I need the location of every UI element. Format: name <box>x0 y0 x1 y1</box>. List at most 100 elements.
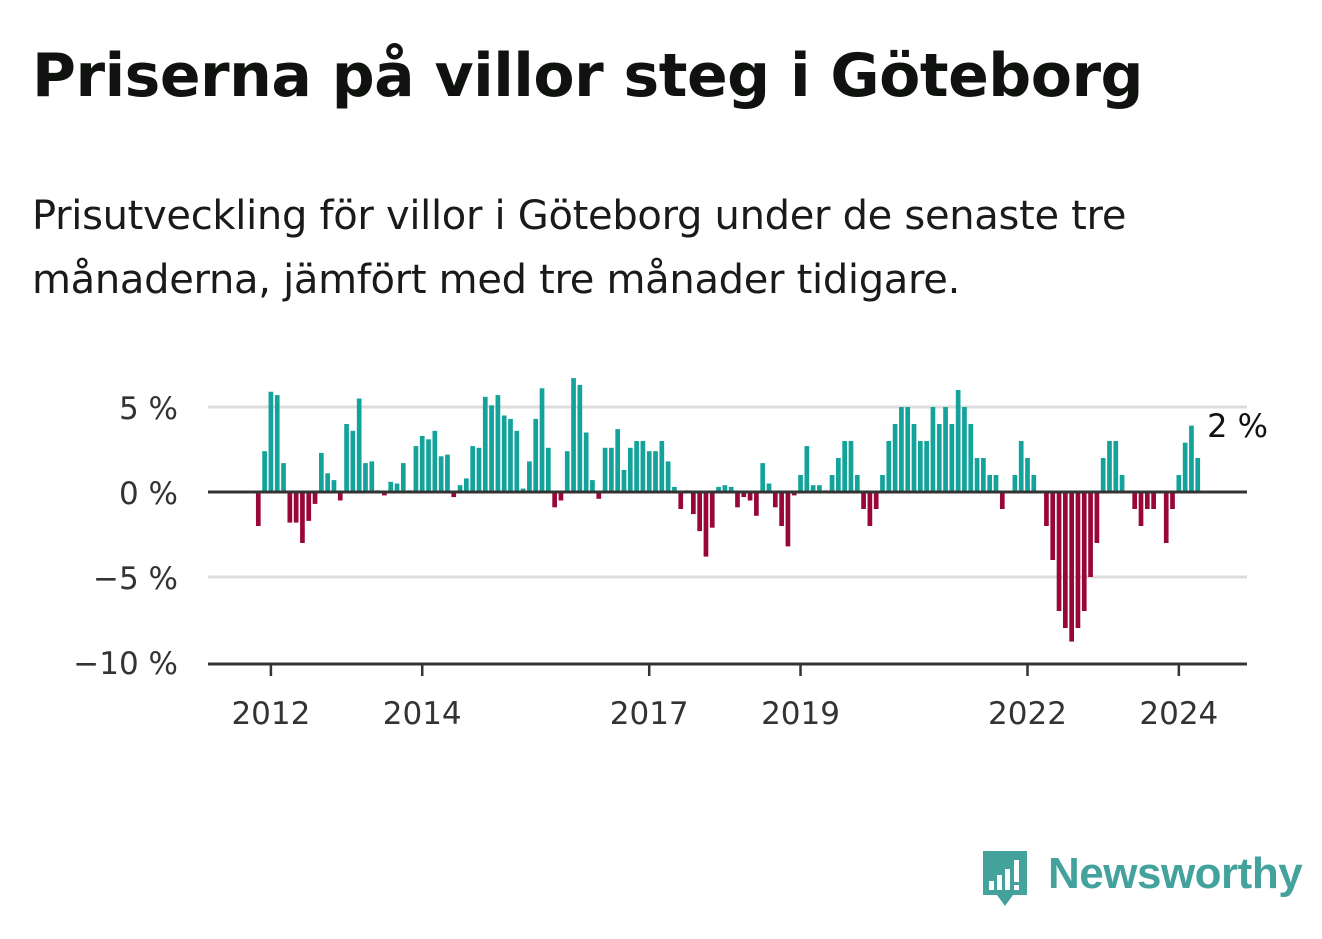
bar <box>262 451 267 492</box>
bar <box>293 492 299 523</box>
bar <box>962 407 967 492</box>
bar <box>1018 441 1024 492</box>
bar <box>930 407 936 492</box>
bar <box>1100 458 1106 492</box>
bar <box>779 492 784 526</box>
bar <box>1025 458 1030 492</box>
bar <box>911 424 917 492</box>
x-tick-label: 2017 <box>610 696 689 732</box>
bar <box>545 447 551 492</box>
bar <box>728 486 734 492</box>
bar <box>268 391 274 492</box>
bar <box>798 475 803 492</box>
bar <box>678 492 684 509</box>
bar <box>848 441 854 492</box>
bar <box>344 424 349 492</box>
bar <box>653 451 658 492</box>
bar <box>533 418 539 492</box>
bar <box>722 485 728 492</box>
bar <box>274 395 280 492</box>
newsworthy-logo: Newsworthy <box>980 848 1303 910</box>
bar <box>917 441 923 492</box>
bar <box>854 475 860 492</box>
bar <box>501 415 507 492</box>
bar <box>432 430 438 492</box>
bar <box>955 390 961 492</box>
bar <box>1094 492 1100 543</box>
bar <box>627 447 633 492</box>
bar <box>451 492 457 498</box>
x-tick-label: 2014 <box>383 696 462 732</box>
bar <box>287 492 293 523</box>
bar <box>388 481 394 492</box>
bar <box>659 441 665 492</box>
bar <box>1163 492 1169 543</box>
bar <box>583 432 589 492</box>
bar <box>539 388 545 492</box>
bar <box>974 458 980 492</box>
bar <box>697 492 702 532</box>
bar <box>609 447 614 492</box>
bar <box>1189 425 1194 492</box>
bar <box>438 456 444 492</box>
bar <box>495 395 501 492</box>
bar <box>1176 475 1182 492</box>
bar <box>1151 492 1156 509</box>
bar <box>1012 475 1018 492</box>
bar <box>703 492 709 557</box>
bar <box>968 424 974 492</box>
bar <box>987 475 993 492</box>
bar <box>829 475 835 492</box>
chart-title: Priserna på villor steg i Göteborg <box>32 41 1144 111</box>
bar <box>464 478 469 492</box>
bar <box>577 384 583 492</box>
bar <box>281 463 286 492</box>
bar <box>804 446 810 492</box>
bar <box>943 407 948 492</box>
bar <box>691 492 696 515</box>
bar <box>1031 475 1037 492</box>
bar <box>564 451 570 492</box>
bar <box>312 492 318 504</box>
bar <box>886 441 892 492</box>
bar <box>445 454 450 492</box>
bar <box>949 424 955 492</box>
bar <box>413 446 419 492</box>
newsworthy-logo-text: Newsworthy <box>1048 849 1303 898</box>
tick-labels: 5 % 0 % −5 % −10 % 2012 2014 2017 2019 2022 2024 2… <box>73 391 1270 732</box>
y-tick-label: −5 % <box>93 561 178 597</box>
x-tick-label: 2024 <box>1139 696 1218 732</box>
x-tick-label: 2022 <box>988 696 1067 732</box>
bar <box>325 473 330 492</box>
bar <box>508 418 513 492</box>
bar <box>785 492 791 547</box>
bar <box>861 492 866 509</box>
bar <box>489 405 494 492</box>
bar <box>331 480 337 492</box>
bar <box>672 486 677 492</box>
bar <box>363 463 368 492</box>
bar-chart: 5 % 0 % −5 % −10 % 2012 2014 2017 2019 2022 2024 2… <box>73 378 1270 732</box>
bar <box>470 446 476 492</box>
bar <box>1107 441 1112 492</box>
bar <box>306 492 312 521</box>
bar <box>356 398 362 492</box>
bar <box>615 429 621 492</box>
bar <box>709 492 715 528</box>
chart-subtitle: Prisutveckling för villor i Göteborg und… <box>32 193 1127 303</box>
bar <box>1069 492 1074 642</box>
y-tick-label: 5 % <box>119 391 178 427</box>
newsworthy-logo-icon <box>980 848 1030 910</box>
bar <box>842 441 848 492</box>
bar <box>993 475 999 492</box>
bar <box>1113 441 1119 492</box>
bar <box>772 492 778 508</box>
bar <box>337 492 343 501</box>
bar <box>369 461 375 492</box>
bar <box>760 463 766 492</box>
bar <box>476 447 482 492</box>
bar <box>810 485 816 492</box>
bar <box>640 441 646 492</box>
bar <box>747 492 753 501</box>
bar <box>735 492 740 508</box>
